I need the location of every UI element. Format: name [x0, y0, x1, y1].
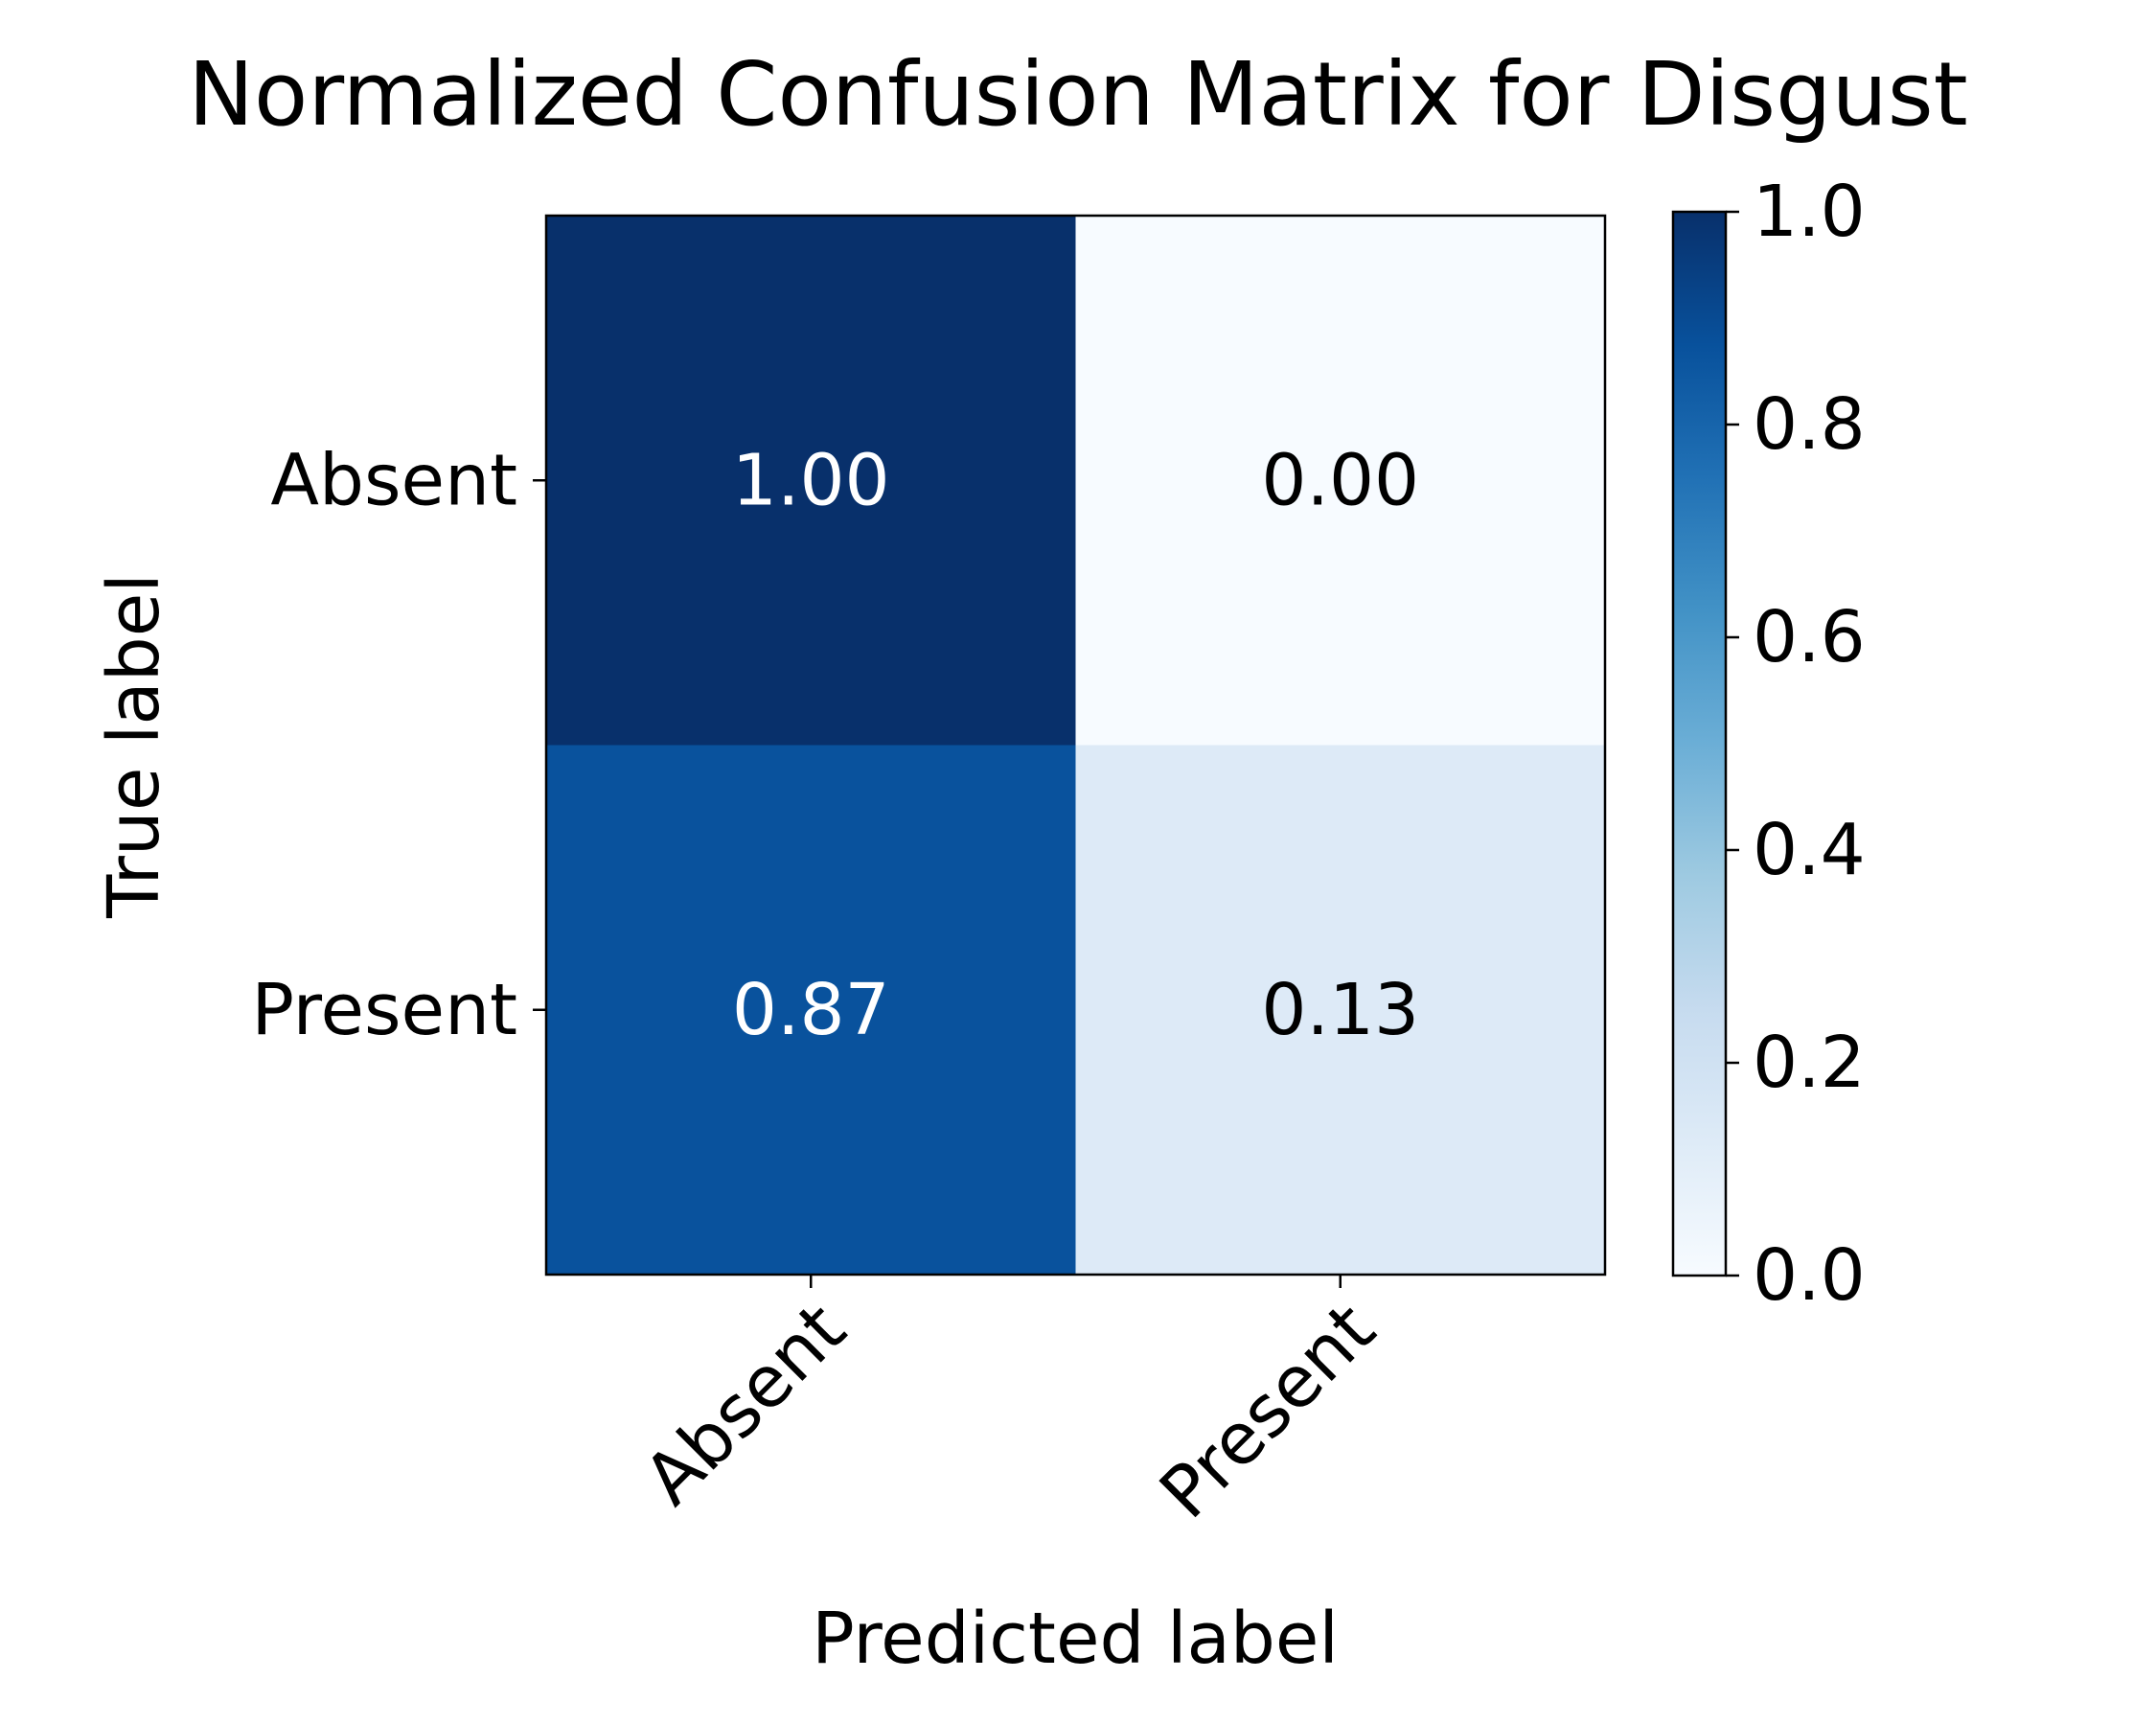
cell-value-label: 0.13: [1261, 969, 1419, 1051]
cell-value-label: 1.00: [732, 439, 890, 521]
colorbar-ticks: 0.0 0.2 0.4 0.6 0.8 1.0: [1726, 171, 1866, 1317]
colorbar-tick-label: 1.0: [1753, 171, 1866, 253]
cell-value-label: 0.87: [732, 969, 890, 1051]
x-tick-label: Present: [1144, 1288, 1390, 1534]
y-tick-label: Absent: [270, 439, 517, 521]
x-axis-label: Predicted label: [812, 1598, 1339, 1680]
heatmap-cells: [546, 216, 1606, 1276]
colorbar-tick-label: 0.2: [1753, 1022, 1866, 1104]
colorbar-tick-label: 0.0: [1753, 1234, 1866, 1317]
cell-value-label: 0.00: [1261, 439, 1419, 521]
heatmap-cell: [1075, 745, 1606, 1276]
heatmap-cell: [546, 216, 1076, 746]
colorbar: [1671, 210, 1728, 1277]
colorbar-tick-label: 0.8: [1753, 383, 1866, 466]
y-axis-label: True label: [93, 573, 175, 919]
colorbar-tick-label: 0.4: [1753, 809, 1866, 891]
heatmap-cell: [546, 745, 1076, 1276]
chart-title: Normalized Confusion Matrix for Disgust: [188, 43, 1968, 146]
heatmap-cell: [1075, 216, 1606, 746]
y-tick-label: Present: [251, 969, 517, 1051]
heatmap-cell-labels: 1.00 0.00 0.87 0.13: [732, 439, 1419, 1051]
colorbar-tick-label: 0.6: [1753, 596, 1866, 678]
plot-frame: [544, 214, 1607, 1276]
x-tick-label: Absent: [629, 1288, 861, 1521]
